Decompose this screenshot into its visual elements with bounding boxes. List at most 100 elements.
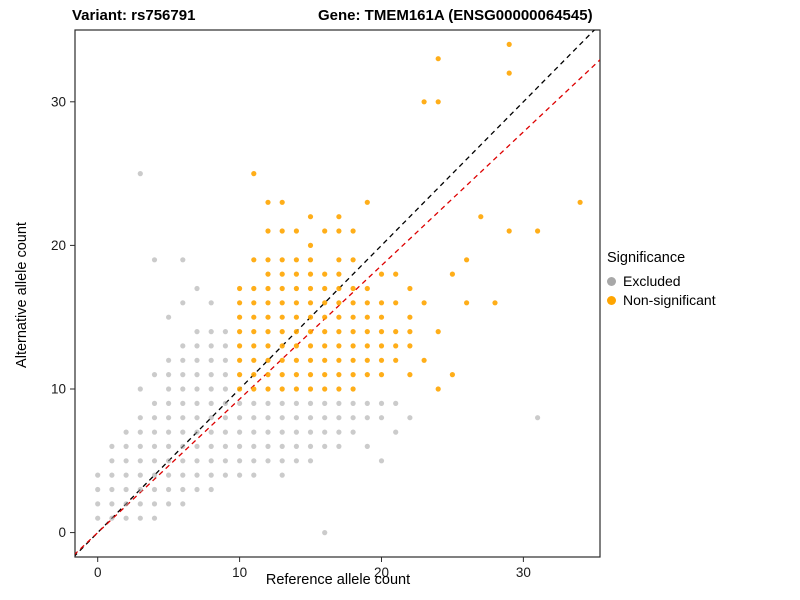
- point-excluded: [109, 472, 115, 478]
- point-excluded: [364, 400, 370, 406]
- point-non-significant: [364, 357, 370, 363]
- point-excluded: [222, 443, 228, 449]
- panel-border: [74, 29, 601, 558]
- point-non-significant: [378, 343, 385, 349]
- point-non-significant: [535, 228, 541, 234]
- point-non-significant: [449, 372, 455, 378]
- point-non-significant: [407, 372, 413, 378]
- point-non-significant: [350, 386, 356, 392]
- point-excluded: [336, 415, 342, 421]
- legend-entries: Excluded Non-significant: [607, 273, 716, 308]
- point-excluded: [535, 415, 541, 421]
- point-excluded: [194, 443, 200, 449]
- point-non-significant: [293, 285, 299, 292]
- point-non-significant: [350, 228, 356, 234]
- point-non-significant: [293, 386, 299, 392]
- point-non-significant: [407, 314, 413, 320]
- point-excluded: [180, 486, 186, 493]
- point-non-significant: [378, 329, 385, 335]
- point-excluded: [95, 515, 101, 521]
- point-non-significant: [293, 343, 299, 349]
- point-non-significant: [322, 314, 328, 320]
- x-tick-label: 20: [374, 565, 389, 580]
- point-excluded: [251, 458, 257, 464]
- point-excluded: [293, 400, 299, 406]
- point-non-significant: [279, 300, 285, 306]
- point-excluded: [151, 415, 158, 421]
- point-excluded: [378, 400, 385, 406]
- point-excluded: [109, 515, 115, 521]
- point-excluded: [166, 443, 172, 449]
- point-non-significant: [265, 300, 271, 306]
- point-non-significant: [279, 372, 285, 378]
- point-excluded: [194, 329, 200, 335]
- point-excluded: [208, 472, 214, 478]
- point-excluded: [123, 515, 129, 521]
- point-excluded: [166, 501, 172, 507]
- point-non-significant: [350, 285, 356, 292]
- point-excluded: [307, 415, 314, 421]
- point-non-significant: [336, 214, 342, 220]
- y-tick-label: 30: [51, 94, 66, 109]
- point-excluded: [378, 415, 385, 421]
- point-excluded: [222, 415, 228, 421]
- point-excluded: [336, 400, 342, 406]
- x-tick-label: 10: [232, 565, 247, 580]
- point-non-significant: [336, 357, 342, 363]
- point-excluded: [350, 400, 356, 406]
- point-excluded: [180, 386, 186, 392]
- point-excluded: [208, 329, 214, 335]
- point-non-significant: [279, 285, 285, 292]
- point-excluded: [293, 415, 299, 421]
- point-non-significant: [577, 199, 583, 205]
- point-excluded: [208, 443, 214, 449]
- point-non-significant: [350, 329, 356, 335]
- point-excluded: [194, 429, 200, 435]
- point-non-significant: [350, 314, 356, 320]
- point-non-significant: [251, 343, 257, 349]
- point-excluded: [151, 372, 158, 378]
- point-excluded: [251, 415, 257, 421]
- point-non-significant: [350, 343, 356, 349]
- point-excluded: [208, 486, 214, 493]
- point-excluded: [208, 372, 214, 378]
- point-excluded: [208, 458, 214, 464]
- point-excluded: [279, 429, 285, 435]
- legend-dot-icon: [607, 276, 616, 286]
- point-excluded: [166, 472, 172, 478]
- point-non-significant: [237, 343, 243, 349]
- point-non-significant: [265, 285, 271, 292]
- point-excluded: [208, 300, 214, 306]
- point-non-significant: [322, 300, 328, 306]
- point-excluded: [194, 372, 200, 378]
- point-non-significant: [350, 357, 356, 363]
- point-non-significant: [307, 285, 314, 292]
- point-excluded: [137, 429, 143, 435]
- point-excluded: [180, 257, 186, 263]
- point-non-significant: [265, 271, 271, 277]
- point-excluded: [180, 429, 186, 435]
- point-non-significant: [279, 199, 285, 205]
- point-non-significant: [336, 300, 342, 306]
- point-non-significant: [421, 300, 427, 306]
- point-excluded: [109, 501, 115, 507]
- point-non-significant: [435, 56, 441, 62]
- legend-title: Significance: [607, 250, 686, 266]
- point-non-significant: [251, 386, 257, 392]
- point-excluded: [307, 458, 314, 464]
- point-excluded: [222, 343, 228, 349]
- point-non-significant: [407, 343, 413, 349]
- point-non-significant: [237, 285, 243, 292]
- point-excluded: [208, 386, 214, 392]
- point-excluded: [293, 429, 299, 435]
- point-excluded: [194, 415, 200, 421]
- point-non-significant: [237, 314, 243, 320]
- point-non-significant: [293, 228, 299, 234]
- point-non-significant: [393, 357, 399, 363]
- point-excluded: [222, 372, 228, 378]
- point-excluded: [322, 400, 328, 406]
- point-non-significant: [449, 271, 455, 277]
- point-excluded: [279, 458, 285, 464]
- point-non-significant: [322, 386, 328, 392]
